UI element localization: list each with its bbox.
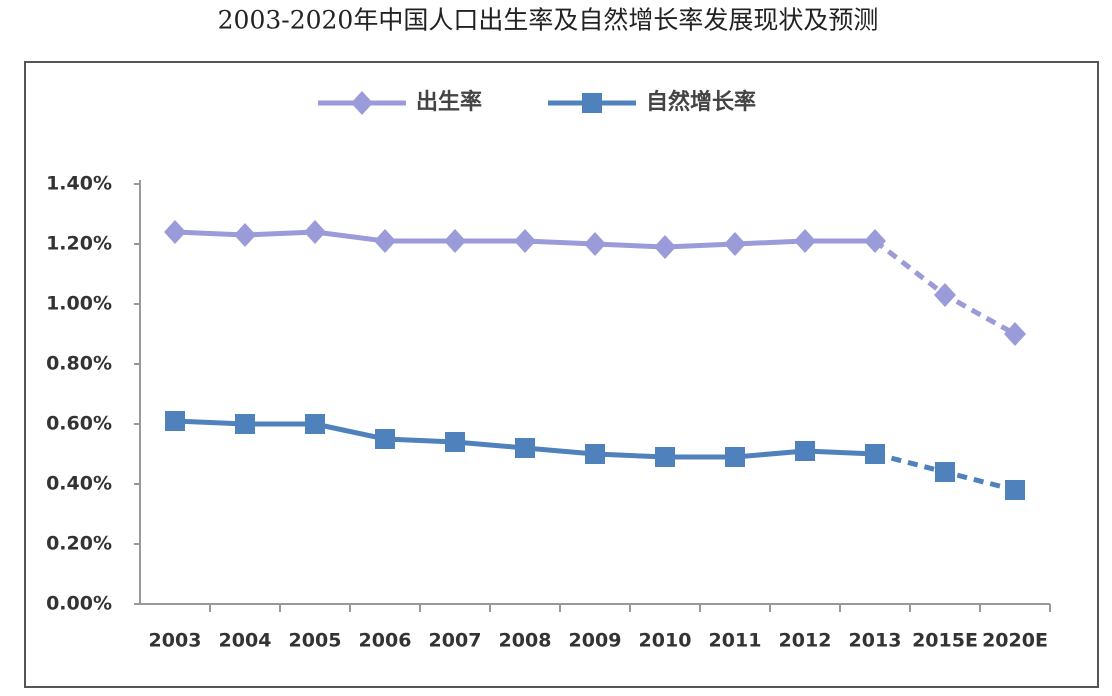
square-marker: [582, 93, 602, 113]
y-tick-label: 1.00%: [46, 293, 112, 315]
square-marker: [165, 411, 185, 431]
x-tick-label: 2013: [849, 630, 902, 652]
square-marker: [585, 444, 605, 464]
y-tick-label: 1.20%: [46, 233, 112, 255]
x-tick-label: 2007: [429, 630, 482, 652]
square-marker: [235, 414, 255, 434]
x-tick-label: 2012: [779, 630, 832, 652]
square-marker: [865, 444, 885, 464]
diamond-marker: [584, 232, 606, 256]
diamond-marker: [374, 229, 396, 253]
y-tick-label: 0.60%: [46, 413, 112, 435]
diamond-marker: [304, 220, 326, 244]
x-tick-label: 2008: [499, 630, 552, 652]
square-marker: [935, 462, 955, 482]
x-tick-label: 2003: [149, 630, 202, 652]
legend-label: 出生率: [416, 89, 482, 115]
square-marker: [1005, 480, 1025, 500]
x-tick-label: 2011: [709, 630, 762, 652]
diamond-marker: [444, 229, 466, 253]
y-tick-label: 0.20%: [46, 533, 112, 555]
square-marker: [445, 432, 465, 452]
x-tick-label: 2020E: [982, 630, 1048, 652]
x-tick-label: 2010: [639, 630, 692, 652]
chart-title: 2003-2020年中国人口出生率及自然增长率发展现状及预测: [218, 6, 879, 35]
x-tick-label: 2004: [219, 630, 272, 652]
x-tick-label: 2005: [289, 630, 342, 652]
square-marker: [305, 414, 325, 434]
diamond-marker: [514, 229, 536, 253]
diamond-marker: [1004, 322, 1026, 346]
diamond-marker: [351, 91, 373, 115]
y-tick-label: 1.40%: [46, 173, 112, 195]
y-tick-label: 0.00%: [46, 593, 112, 615]
diamond-marker: [164, 220, 186, 244]
square-marker: [795, 441, 815, 461]
square-marker: [375, 429, 395, 449]
x-tick-label: 2009: [569, 630, 622, 652]
diamond-marker: [724, 232, 746, 256]
legend-label: 自然增长率: [646, 89, 756, 115]
square-marker: [515, 438, 535, 458]
chart-frame: [24, 61, 1099, 688]
diamond-marker: [934, 283, 956, 307]
y-tick-label: 0.80%: [46, 353, 112, 375]
diamond-marker: [654, 235, 676, 259]
diamond-marker: [234, 223, 256, 247]
diamond-marker: [864, 229, 886, 253]
x-tick-label: 2015E: [912, 630, 978, 652]
diamond-marker: [794, 229, 816, 253]
y-tick-label: 0.40%: [46, 473, 112, 495]
square-marker: [725, 447, 745, 467]
square-marker: [655, 447, 675, 467]
x-tick-label: 2006: [359, 630, 412, 652]
